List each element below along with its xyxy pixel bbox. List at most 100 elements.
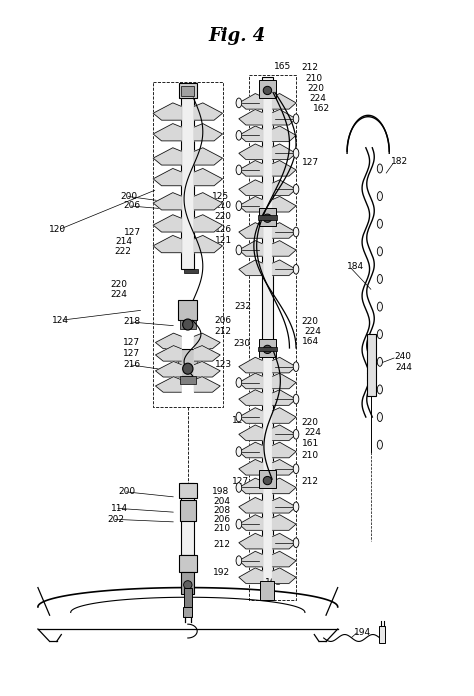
- Ellipse shape: [293, 264, 299, 274]
- Bar: [180, 320, 196, 329]
- Polygon shape: [239, 373, 262, 389]
- Polygon shape: [273, 357, 296, 373]
- Polygon shape: [273, 93, 296, 109]
- Text: 125: 125: [212, 191, 229, 200]
- Polygon shape: [194, 193, 222, 210]
- Text: 161: 161: [301, 438, 319, 448]
- Bar: [178, 300, 197, 320]
- Bar: [257, 347, 277, 351]
- Text: 212: 212: [215, 327, 231, 336]
- Polygon shape: [273, 161, 296, 176]
- Bar: [259, 470, 276, 488]
- Polygon shape: [155, 346, 181, 361]
- Ellipse shape: [236, 412, 242, 422]
- Bar: [260, 580, 274, 600]
- Text: 210: 210: [301, 450, 319, 459]
- Polygon shape: [239, 260, 262, 276]
- Polygon shape: [239, 180, 262, 196]
- Polygon shape: [273, 373, 296, 389]
- Bar: [262, 77, 273, 600]
- Ellipse shape: [377, 330, 383, 339]
- Ellipse shape: [377, 219, 383, 228]
- Text: 206: 206: [215, 316, 232, 325]
- Text: 123: 123: [215, 360, 232, 369]
- Polygon shape: [194, 124, 222, 141]
- Bar: [180, 500, 196, 521]
- Polygon shape: [273, 425, 296, 441]
- Polygon shape: [239, 551, 262, 567]
- Polygon shape: [194, 346, 220, 361]
- Ellipse shape: [236, 519, 242, 529]
- Polygon shape: [153, 215, 181, 232]
- Ellipse shape: [377, 191, 383, 200]
- Bar: [367, 334, 376, 396]
- Text: 244: 244: [395, 363, 412, 372]
- Ellipse shape: [293, 394, 299, 404]
- Text: 212: 212: [301, 63, 319, 72]
- Polygon shape: [239, 126, 262, 141]
- Polygon shape: [155, 361, 181, 377]
- Polygon shape: [273, 144, 296, 159]
- Bar: [184, 587, 191, 607]
- Text: 127: 127: [232, 416, 249, 425]
- Ellipse shape: [377, 385, 383, 394]
- Polygon shape: [273, 515, 296, 530]
- Polygon shape: [153, 103, 181, 120]
- Polygon shape: [239, 568, 262, 583]
- Text: 218: 218: [124, 317, 141, 326]
- Text: 232: 232: [235, 302, 252, 311]
- Text: 210: 210: [215, 201, 232, 210]
- Bar: [257, 216, 277, 220]
- Ellipse shape: [377, 302, 383, 311]
- Polygon shape: [273, 533, 296, 549]
- Text: 216: 216: [123, 360, 140, 369]
- Polygon shape: [239, 223, 262, 238]
- Ellipse shape: [236, 98, 242, 108]
- Polygon shape: [194, 377, 220, 392]
- Polygon shape: [273, 180, 296, 196]
- Text: 212: 212: [213, 540, 230, 549]
- Polygon shape: [239, 515, 262, 530]
- Text: 220: 220: [301, 418, 319, 427]
- Bar: [181, 86, 194, 96]
- Polygon shape: [194, 148, 222, 165]
- Polygon shape: [194, 361, 220, 377]
- Bar: [179, 555, 197, 572]
- Text: 224: 224: [110, 290, 128, 299]
- Text: 220: 220: [307, 84, 324, 93]
- Polygon shape: [155, 377, 181, 392]
- Polygon shape: [239, 459, 262, 475]
- Ellipse shape: [263, 214, 272, 222]
- Bar: [259, 208, 276, 226]
- Ellipse shape: [377, 164, 383, 173]
- Polygon shape: [239, 93, 262, 109]
- Text: 206: 206: [213, 515, 230, 523]
- Polygon shape: [153, 168, 181, 186]
- Ellipse shape: [377, 247, 383, 256]
- Polygon shape: [153, 124, 181, 141]
- Polygon shape: [239, 442, 262, 458]
- Polygon shape: [239, 533, 262, 549]
- Bar: [181, 572, 194, 594]
- Text: 204: 204: [213, 497, 230, 506]
- Polygon shape: [194, 235, 222, 253]
- Text: 224: 224: [304, 428, 321, 436]
- Text: 210: 210: [213, 524, 230, 533]
- Polygon shape: [153, 193, 181, 210]
- Polygon shape: [239, 390, 262, 405]
- Text: 127: 127: [124, 228, 141, 237]
- Text: 114: 114: [110, 504, 128, 513]
- Polygon shape: [239, 425, 262, 441]
- Text: 224: 224: [310, 93, 327, 102]
- Ellipse shape: [293, 148, 299, 158]
- Bar: [183, 269, 198, 273]
- Text: 121: 121: [215, 237, 232, 246]
- Text: 208: 208: [213, 506, 230, 515]
- Text: 182: 182: [391, 157, 408, 166]
- Ellipse shape: [293, 114, 299, 124]
- Text: 240: 240: [394, 352, 411, 361]
- Polygon shape: [239, 498, 262, 513]
- Polygon shape: [273, 260, 296, 276]
- Ellipse shape: [236, 165, 242, 175]
- Polygon shape: [273, 478, 296, 493]
